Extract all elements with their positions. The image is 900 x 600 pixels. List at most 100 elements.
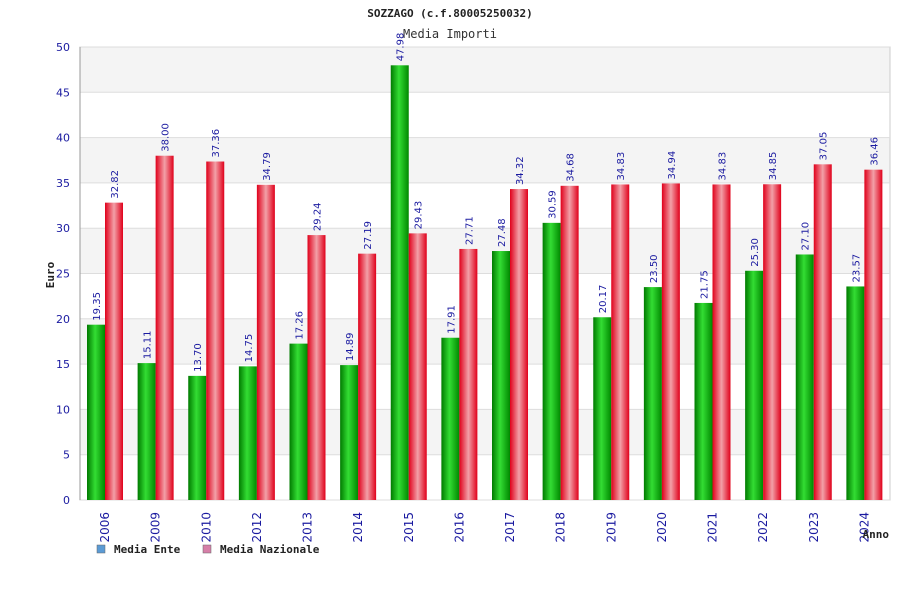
bar-media-ente-2012	[238, 366, 257, 500]
bar-media-ente-2014	[340, 365, 359, 500]
x-tick-label: 2006	[98, 512, 112, 543]
bar-media-ente-2022	[745, 270, 764, 500]
value-label: 27.19	[363, 221, 374, 250]
value-labels: 19.35 32.82 15.11 38.00 13.70 37.36 14.75 34.79…	[92, 33, 880, 372]
value-label: 23.57	[851, 254, 862, 283]
value-label: 27.71	[464, 216, 475, 245]
x-tick-label: 2010	[199, 512, 213, 543]
value-label: 34.68	[566, 153, 577, 182]
x-tick-label: 2013	[301, 512, 315, 543]
value-label: 14.75	[244, 334, 255, 363]
legend-swatch	[202, 544, 212, 554]
value-label: 27.10	[801, 222, 812, 251]
bar-media-ente-2019	[593, 317, 612, 500]
value-label: 36.46	[869, 137, 880, 166]
legend-label: Media Nazionale	[220, 543, 320, 556]
x-tick-label: 2012	[250, 512, 264, 543]
bar-media-ente-2020	[643, 287, 662, 500]
value-label: 34.79	[262, 152, 273, 181]
bar-media-ente-2024	[846, 286, 865, 500]
y-tick-label: 35	[56, 177, 70, 190]
y-tick-label: 5	[63, 449, 70, 462]
value-label: 13.70	[193, 343, 204, 372]
value-label: 32.82	[110, 170, 121, 199]
bar-media-ente-2009	[137, 363, 156, 500]
value-label: 15.11	[143, 330, 154, 359]
y-tick-label: 50	[56, 41, 70, 54]
bar-media-ente-2023	[795, 254, 814, 500]
y-tick-label: 40	[56, 132, 70, 145]
bar-media-ente-2013	[289, 343, 308, 500]
bar-media-nazionale-2012	[256, 184, 275, 500]
value-label: 25.30	[750, 238, 761, 267]
x-tick-label: 2024	[857, 512, 871, 543]
y-axis-ticks: 0 5 10 15 20 25 30 35 40 45 50	[56, 41, 70, 507]
bars	[87, 65, 883, 501]
value-label: 17.26	[295, 311, 306, 340]
legend: Media Ente Media Nazionale	[96, 543, 320, 556]
y-tick-label: 10	[56, 403, 70, 416]
value-label: 34.83	[616, 152, 627, 181]
bar-media-ente-2010	[188, 375, 207, 500]
bar-media-ente-2006	[87, 324, 105, 500]
value-label: 17.91	[446, 305, 457, 334]
bar-media-nazionale-2022	[763, 184, 782, 500]
value-label: 20.17	[598, 285, 609, 314]
bar-media-nazionale-2009	[155, 155, 174, 500]
legend-swatch	[96, 544, 106, 554]
value-label: 19.35	[92, 292, 103, 321]
value-label: 34.32	[515, 156, 526, 185]
bar-media-nazionale-2017	[510, 189, 528, 501]
x-tick-label: 2014	[351, 512, 365, 543]
value-label: 14.89	[345, 332, 356, 361]
value-label: 29.24	[313, 202, 324, 231]
x-tick-label: 2017	[503, 512, 517, 543]
x-tick-label: 2018	[554, 512, 568, 543]
chart-subtitle: Media Importi	[403, 27, 497, 41]
bar-media-nazionale-2023	[813, 164, 832, 500]
x-tick-label: 2021	[706, 512, 720, 543]
value-label: 47.98	[396, 33, 407, 62]
y-tick-label: 0	[63, 494, 70, 507]
value-label: 38.00	[161, 123, 172, 152]
bar-media-nazionale-2016	[459, 248, 478, 500]
x-tick-label: 2009	[149, 512, 163, 543]
y-tick-label: 30	[56, 222, 70, 235]
x-axis-label: Anno	[863, 528, 890, 541]
value-label: 34.94	[667, 151, 678, 180]
bar-media-nazionale-2015	[408, 233, 427, 500]
value-label: 37.05	[819, 132, 830, 161]
bar-media-nazionale-2010	[206, 161, 225, 500]
bar-media-nazionale-2021	[712, 184, 731, 501]
x-tick-label: 2023	[807, 512, 821, 543]
y-tick-label: 25	[56, 268, 70, 281]
bar-media-nazionale-2019	[611, 184, 630, 501]
bar-media-ente-2015	[390, 65, 409, 500]
x-tick-label: 2020	[655, 512, 669, 543]
value-label: 34.85	[768, 152, 779, 181]
plot-band	[80, 92, 890, 138]
value-label: 30.59	[548, 190, 559, 219]
bar-media-nazionale-2014	[358, 253, 377, 500]
chart-title: SOZZAGO (c.f.80005250032)	[367, 7, 533, 20]
bar-media-nazionale-2013	[307, 235, 326, 500]
bar-media-ente-2016	[441, 337, 460, 500]
value-label: 21.75	[700, 270, 711, 299]
y-axis-label: Euro	[44, 261, 57, 288]
x-tick-label: 2019	[604, 512, 618, 543]
value-label: 27.48	[497, 218, 508, 247]
x-axis-ticks: 2006 2009 2010 2012 2013 2014 2015 2016 2017 2018…	[98, 512, 871, 543]
x-tick-label: 2016	[452, 512, 466, 543]
plot-band	[80, 47, 890, 93]
bar-media-nazionale-2006	[105, 202, 123, 500]
value-label: 34.83	[718, 152, 729, 181]
value-label: 37.36	[211, 129, 222, 158]
bar-media-nazionale-2018	[560, 185, 579, 500]
y-tick-label: 45	[56, 86, 70, 99]
x-tick-label: 2015	[402, 512, 416, 543]
legend-label: Media Ente	[114, 543, 181, 556]
bar-media-ente-2021	[694, 302, 713, 500]
y-tick-label: 15	[56, 358, 70, 371]
value-label: 23.50	[649, 254, 660, 283]
